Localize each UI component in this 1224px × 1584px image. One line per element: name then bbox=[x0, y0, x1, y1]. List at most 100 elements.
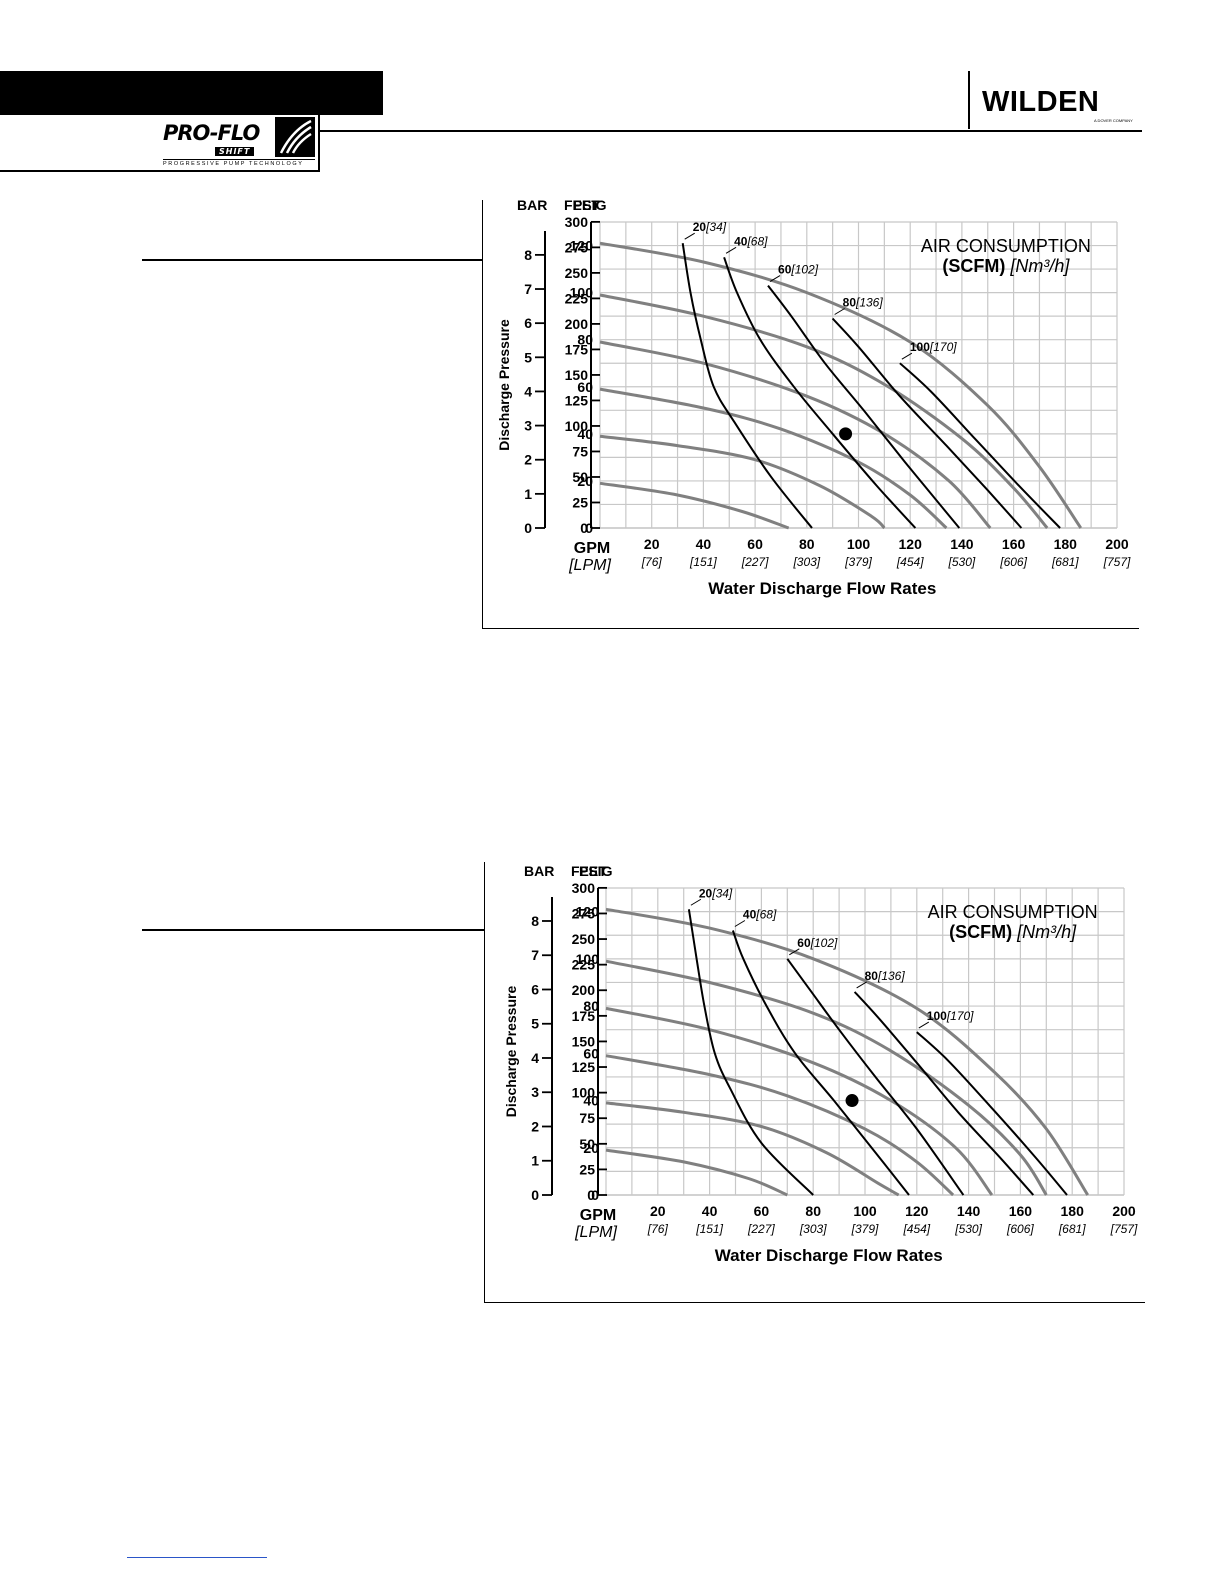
air-curve-label-leader bbox=[769, 275, 781, 282]
feet-tick-label: 50 bbox=[572, 469, 588, 485]
logo-divider bbox=[968, 71, 970, 129]
pressure-curve-20psig bbox=[605, 1148, 788, 1197]
air-curve-label-leader bbox=[918, 1021, 930, 1029]
feet-tick-label: 125 bbox=[572, 1059, 596, 1075]
air-curve-label-leader bbox=[834, 308, 845, 315]
x-tick-label-lpm: [76] bbox=[641, 555, 663, 569]
air-curve-label: 80[136] bbox=[843, 296, 884, 310]
feet-axis-heading: FEET bbox=[564, 197, 600, 213]
air-curve-60scfm bbox=[786, 958, 965, 1196]
operating-point-marker bbox=[839, 427, 853, 441]
bar-tick-label: 2 bbox=[531, 1118, 539, 1134]
psig-axis-heading: PSIG bbox=[579, 863, 613, 879]
x-tick-label: 80 bbox=[805, 1203, 821, 1219]
bar-tick-label: 1 bbox=[531, 1153, 539, 1169]
x-tick-label: 180 bbox=[1054, 536, 1078, 552]
air-curve-label-leader bbox=[734, 920, 746, 927]
air-curve-label: 20[34] bbox=[699, 886, 733, 900]
air-curve-label-leader bbox=[901, 352, 913, 360]
feet-tick-label: 175 bbox=[572, 1008, 596, 1024]
air-curve-100scfm bbox=[916, 1031, 1068, 1196]
x-tick-label-lpm: [151] bbox=[695, 1222, 723, 1236]
feet-tick-label: 200 bbox=[565, 316, 589, 332]
x-tick-label-lpm: [303] bbox=[799, 1222, 827, 1236]
feet-tick-label: 0 bbox=[580, 520, 588, 536]
air-curve-label: 60[102] bbox=[797, 936, 838, 950]
x-tick-label: 140 bbox=[950, 536, 974, 552]
feet-tick-label: 225 bbox=[572, 957, 596, 973]
air-curve-label: 100[170] bbox=[927, 1009, 974, 1023]
air-curve-label-leader bbox=[725, 246, 737, 254]
psig-axis-heading: PSIG bbox=[573, 197, 607, 213]
x-tick-label: 100 bbox=[847, 536, 871, 552]
section-rule-bottom bbox=[142, 929, 485, 931]
x-unit-label: GPM bbox=[580, 1207, 616, 1224]
psig-tick-label: 40 bbox=[583, 1093, 599, 1109]
feet-tick-label: 225 bbox=[565, 290, 589, 306]
x-unit-alt-label: [LPM] bbox=[574, 1224, 617, 1241]
bar-tick-label: 4 bbox=[524, 383, 532, 399]
x-tick-label-lpm: [454] bbox=[902, 1222, 930, 1236]
psig-tick-label: 0 bbox=[585, 520, 593, 536]
feet-tick-label: 150 bbox=[565, 367, 589, 383]
feet-tick-label: 300 bbox=[572, 880, 596, 896]
air-curve-label-leader bbox=[684, 232, 695, 240]
feet-tick-label: 100 bbox=[565, 418, 589, 434]
pro-flo-tagline: PROGRESSIVE PUMP TECHNOLOGY bbox=[163, 159, 315, 167]
x-tick-label-lpm: [606] bbox=[1006, 1222, 1034, 1236]
legend-title: AIR CONSUMPTION bbox=[928, 902, 1098, 922]
feet-tick-label: 125 bbox=[565, 392, 589, 408]
x-tick-label-lpm: [530] bbox=[948, 555, 976, 569]
feet-tick-label: 0 bbox=[587, 1187, 595, 1203]
air-curve-label: 80[136] bbox=[865, 969, 906, 983]
air-curve-20scfm bbox=[687, 909, 814, 1196]
x-tick-label: 20 bbox=[644, 536, 660, 552]
x-tick-label: 100 bbox=[853, 1203, 877, 1219]
psig-tick-label: 120 bbox=[570, 238, 594, 254]
footer-link-underline[interactable] bbox=[127, 1557, 267, 1558]
legend-units: (SCFM) [Nm³/h] bbox=[949, 922, 1077, 942]
x-tick-label: 120 bbox=[905, 1203, 929, 1219]
feet-tick-label: 175 bbox=[565, 341, 589, 357]
x-tick-label: 80 bbox=[799, 536, 815, 552]
feet-tick-label: 150 bbox=[572, 1033, 596, 1049]
pressure-curve-80psig bbox=[599, 340, 992, 529]
feet-tick-label: 250 bbox=[565, 265, 589, 281]
pro-flo-swoosh-icon bbox=[275, 117, 315, 157]
x-tick-label-lpm: [227] bbox=[741, 555, 769, 569]
air-curve-40scfm bbox=[731, 930, 910, 1196]
bar-tick-label: 5 bbox=[524, 349, 532, 365]
feet-tick-label: 75 bbox=[579, 1110, 595, 1126]
psig-tick-label: 100 bbox=[570, 285, 594, 301]
feet-tick-label: 75 bbox=[572, 443, 588, 459]
y-axis-label: Discharge Pressure bbox=[503, 986, 519, 1118]
x-tick-label: 40 bbox=[696, 536, 712, 552]
bar-tick-label: 8 bbox=[531, 913, 539, 929]
air-curve-label: 60[102] bbox=[778, 263, 819, 277]
x-tick-label: 160 bbox=[1002, 536, 1026, 552]
logo-frame-vertical bbox=[318, 115, 320, 171]
pro-flo-logo: PRO-FLO SHIFT PROGRESSIVE PUMP TECHNOLOG… bbox=[163, 115, 315, 169]
bar-tick-label: 3 bbox=[531, 1084, 539, 1100]
bar-tick-label: 8 bbox=[524, 247, 532, 263]
bar-tick-label: 3 bbox=[524, 418, 532, 434]
psig-tick-label: 80 bbox=[583, 998, 599, 1014]
x-tick-label-lpm: [379] bbox=[851, 1222, 879, 1236]
psig-tick-label: 40 bbox=[577, 426, 593, 442]
air-curve-100scfm bbox=[899, 362, 1061, 529]
bar-tick-label: 4 bbox=[531, 1050, 539, 1066]
bar-tick-label: 5 bbox=[531, 1016, 539, 1032]
x-tick-label-lpm: [454] bbox=[896, 555, 924, 569]
bar-tick-label: 6 bbox=[524, 315, 532, 331]
air-curve-label: 100[170] bbox=[910, 340, 957, 354]
feet-tick-label: 25 bbox=[572, 494, 588, 510]
feet-tick-label: 300 bbox=[565, 214, 589, 230]
pressure-curve-100psig bbox=[605, 959, 1048, 1196]
x-tick-label-lpm: [151] bbox=[689, 555, 717, 569]
pressure-curve-20psig bbox=[599, 481, 790, 530]
x-tick-label-lpm: [76] bbox=[647, 1222, 669, 1236]
pressure-curve-60psig bbox=[599, 387, 948, 530]
x-tick-label: 200 bbox=[1105, 536, 1129, 552]
bar-tick-label: 0 bbox=[531, 1187, 539, 1203]
psig-tick-label: 0 bbox=[591, 1187, 599, 1203]
